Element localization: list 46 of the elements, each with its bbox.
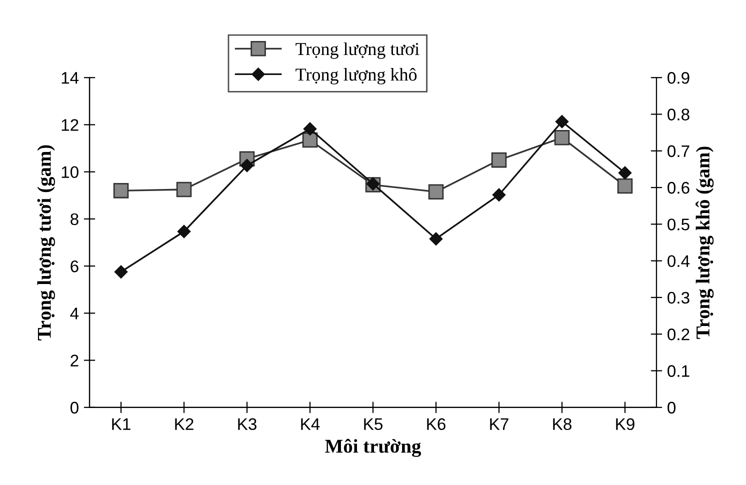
y2-tick-label: 0.2 [668, 328, 690, 340]
legend-label: Trọng lượng tươi [296, 42, 420, 59]
x-axis-title: Môi trường [325, 438, 422, 457]
point [428, 184, 444, 200]
y2-tick-label: 0 [668, 402, 676, 414]
point [240, 158, 254, 172]
y-tick-label: 6 [70, 260, 78, 272]
y2-tick-label: 0.1 [668, 365, 690, 377]
x-tick-label: K8 [553, 418, 572, 430]
point [617, 178, 633, 194]
point [303, 122, 317, 136]
x-tick-label: K2 [175, 418, 194, 430]
point [429, 232, 443, 246]
point [113, 183, 129, 198]
x-tick-label: K6 [427, 418, 446, 430]
y2-tick-label: 0.4 [668, 255, 690, 268]
y-tick-label: 10 [62, 166, 78, 178]
x-tick-label: K5 [364, 418, 382, 430]
point [176, 182, 192, 198]
y-tick-label: 8 [70, 213, 78, 226]
y2-tick-label: 0.6 [668, 182, 690, 194]
y-tick-label: 0 [70, 402, 78, 414]
y-tick-label: 12 [62, 119, 78, 131]
point [491, 152, 507, 168]
point [177, 224, 191, 238]
legend-label: Trọng lượng khô [296, 68, 417, 84]
y-axis-title: Trọng lượng tươi (gam) [37, 145, 56, 340]
y2-tick-label: 0.7 [668, 145, 690, 158]
point [554, 130, 570, 146]
point [114, 265, 128, 278]
x-tick-label: K1 [112, 418, 130, 430]
y-tick-label: 2 [70, 354, 78, 366]
y2-tick-label: 0.3 [668, 292, 690, 304]
y-tick-label: 14 [62, 72, 79, 84]
y2-axis-title: Trọng lượng khô (gam) [696, 146, 714, 339]
y2-tick-label: 0.5 [668, 218, 690, 230]
point [555, 114, 569, 128]
y2-tick-label: 0.8 [668, 108, 690, 120]
x-tick-label: K4 [301, 418, 320, 430]
x-tick-label: K7 [490, 418, 508, 430]
y-tick-label: 4 [70, 308, 79, 320]
x-tick-label: K3 [238, 418, 256, 430]
point [618, 166, 632, 180]
y2-tick-label: 0.9 [668, 72, 690, 84]
point [492, 188, 506, 202]
x-tick-label: K9 [616, 418, 634, 430]
